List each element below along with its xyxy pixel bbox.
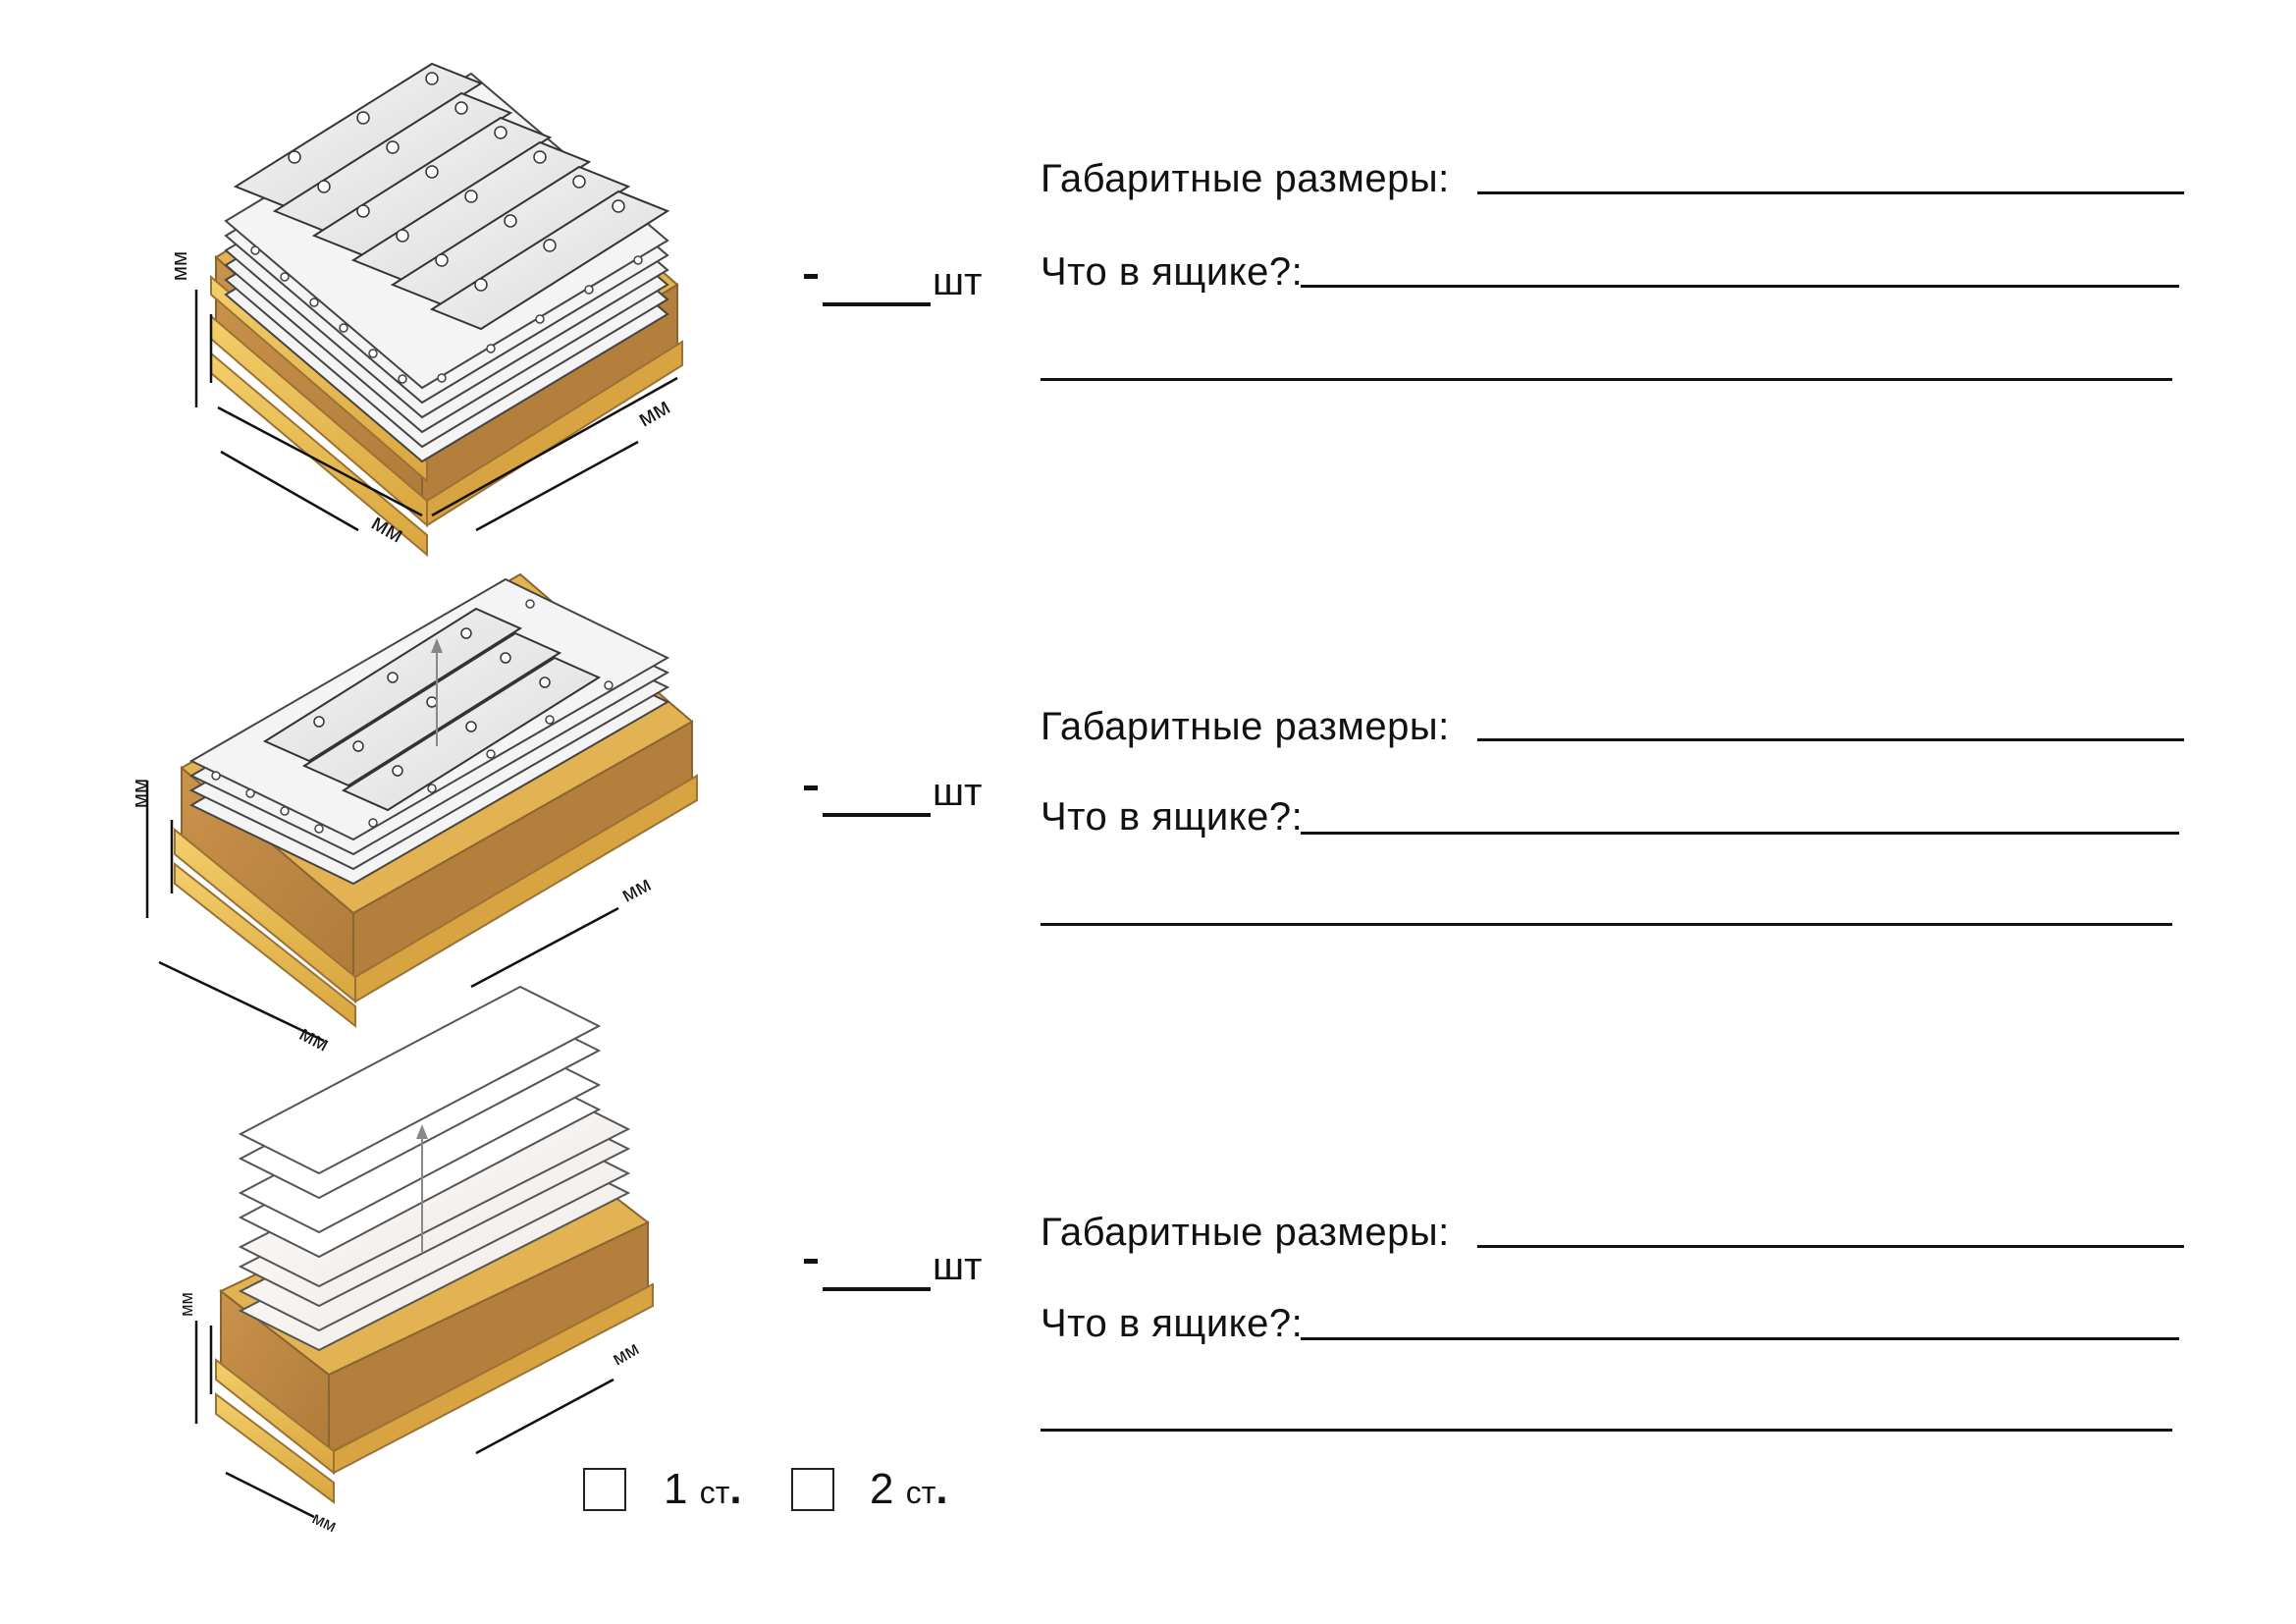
qty-dash-3 [804,1259,818,1264]
tier-2-abbr: ст [905,1475,936,1510]
dim-label-1-height: мм [167,250,192,282]
qty-unit-3: шт [933,1245,983,1288]
qty-dash-1 [804,274,818,279]
tier-1-dot: . [729,1465,742,1513]
contents-input-1[interactable] [1301,285,2179,288]
contents-input-2[interactable] [1301,832,2179,835]
crate-illustration-2 [145,572,698,1043]
dims-label-3: Габаритные размеры: [1041,1211,1450,1254]
qty-dash-2 [804,785,818,790]
tier-2-dot: . [935,1465,948,1513]
dim-label-2-height: мм [128,778,153,809]
qty-unit-2: шт [933,771,983,814]
contents-input-3-line2[interactable] [1041,1429,2172,1432]
tier-1-abbr: ст [699,1475,730,1510]
dims-input-2[interactable] [1477,738,2184,741]
tier-1-checkbox[interactable] [583,1468,626,1511]
crate-illustration-1 [194,62,683,558]
dims-label-2: Габаритные размеры: [1041,705,1450,748]
dims-input-3[interactable] [1477,1245,2184,1248]
contents-input-3[interactable] [1301,1337,2179,1340]
contents-input-1-line2[interactable] [1041,378,2172,381]
crate-illustration-3 [194,985,654,1519]
qty-unit-1: шт [933,260,983,303]
tier-2-label: 2 ст. [870,1465,948,1514]
tier-1-label: 1 ст. [664,1465,742,1514]
contents-label-1: Что в ящике?: [1041,250,1304,294]
contents-input-2-line2[interactable] [1041,923,2172,926]
contents-label-3: Что в ящике?: [1041,1302,1304,1345]
tier-2-number: 2 [870,1465,894,1513]
contents-label-2: Что в ящике?: [1041,795,1304,839]
qty-input-1[interactable] [823,302,931,306]
tier-2-checkbox[interactable] [791,1468,834,1511]
tier-1-number: 1 [664,1465,688,1513]
qty-input-3[interactable] [823,1287,931,1291]
dim-label-3-height: мм [176,1292,196,1317]
dims-input-1[interactable] [1477,191,2184,194]
qty-input-2[interactable] [823,813,931,817]
dims-label-1: Габаритные размеры: [1041,157,1450,200]
